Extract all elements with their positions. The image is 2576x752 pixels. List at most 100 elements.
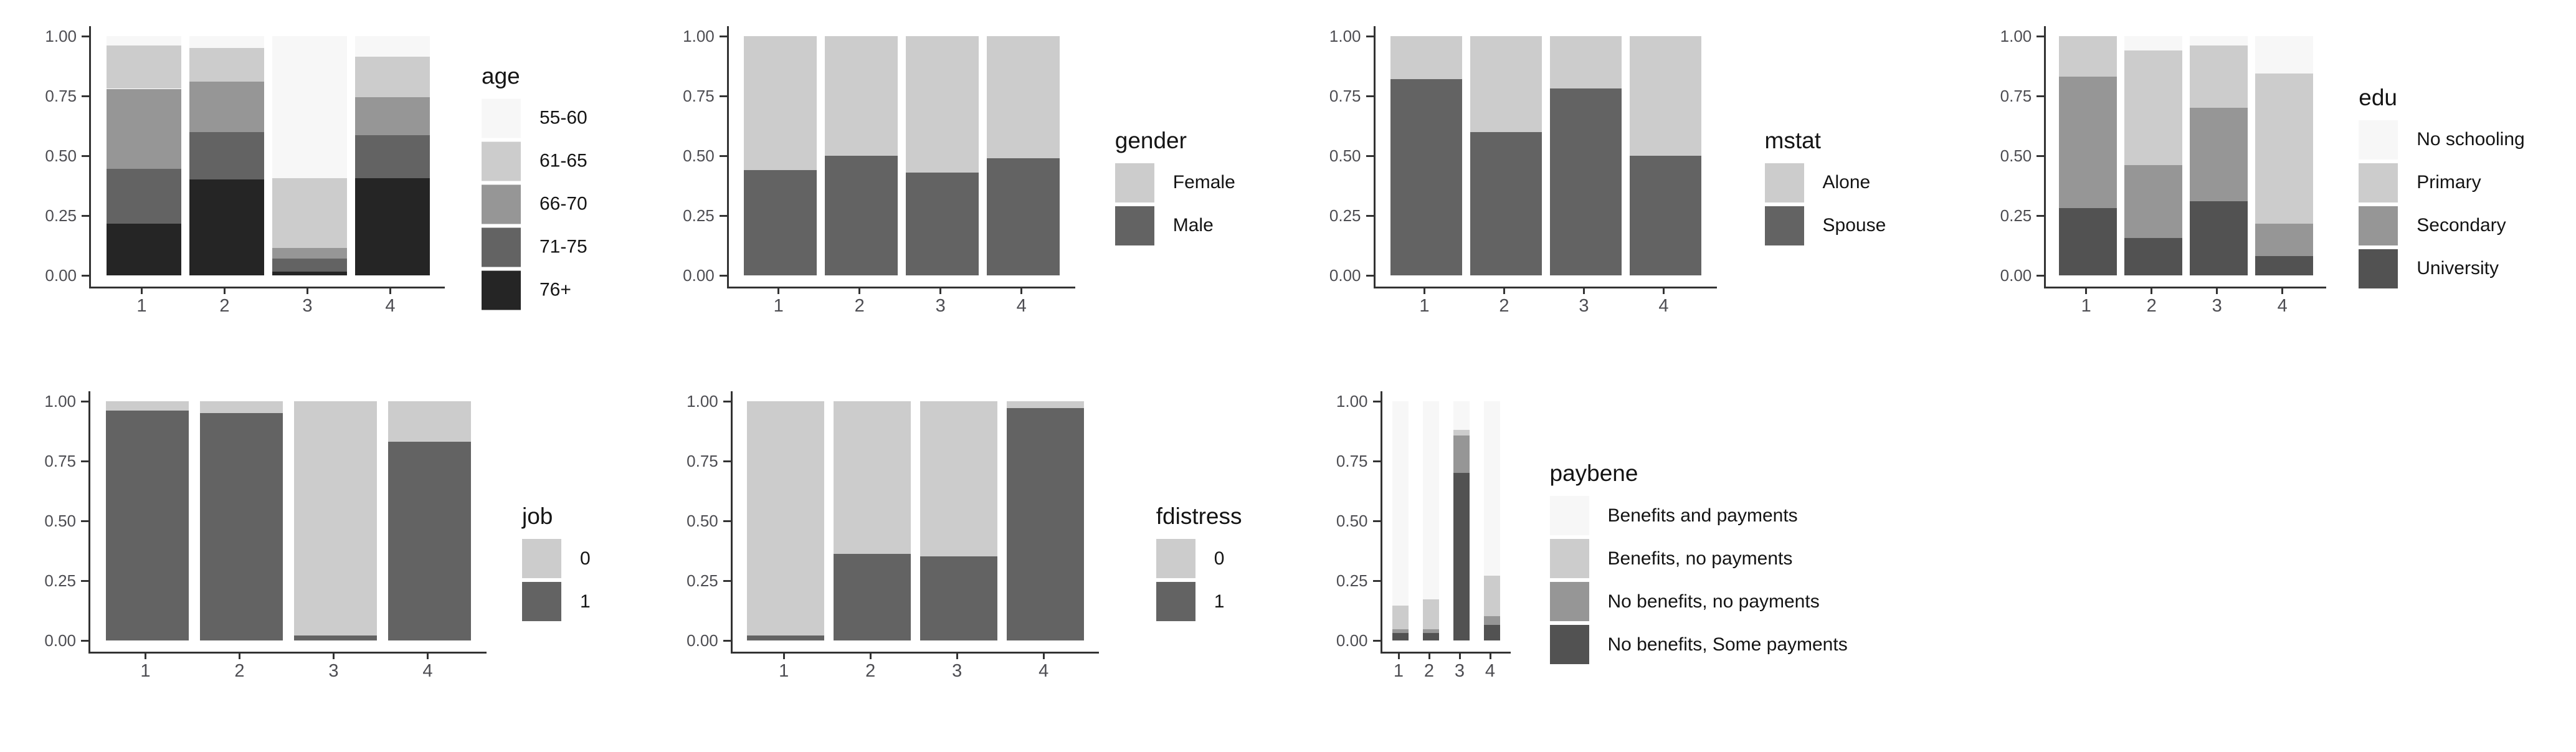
y-tick [1372, 460, 1381, 462]
plot-area-job [88, 391, 487, 654]
legend-title: age [482, 63, 520, 89]
legend-item: Female [1115, 163, 1235, 202]
segment-gender-4-female [987, 36, 1060, 158]
y-tick-label: 0.75 [1329, 87, 1361, 105]
y-tick [81, 639, 88, 642]
segment-mstat-2-spouse [1470, 131, 1542, 275]
segment-paybene-4-benefits-and-payments [1484, 401, 1500, 576]
y-tick-label: 0.50 [1336, 511, 1368, 530]
y-tick-label: 1.00 [2000, 27, 2032, 45]
x-tick [141, 287, 143, 294]
x-tick [869, 651, 872, 659]
legend-label: 1 [580, 591, 591, 612]
legend-item: 71-75 [482, 227, 587, 267]
legend-swatch-76 [482, 270, 521, 310]
y-tick-label: 0.00 [1336, 631, 1368, 650]
x-tick-label: 2 [865, 660, 876, 681]
plot-area-edu [2044, 26, 2327, 288]
segment-age-2-55-60 [189, 36, 264, 49]
segment-fdistress-3-0 [920, 401, 998, 557]
y-tick-label: 0.50 [2000, 146, 2032, 165]
x-tick-label: 1 [140, 660, 151, 681]
y-tick-label: 0.00 [45, 266, 77, 285]
y-tick [719, 215, 727, 217]
panel-gender: 1.00 0.75 0.50 0.25 0.00 1 2 3 4 gender Female Male [644, 0, 1288, 376]
segment-paybene-4-no-benefits-no-payments [1484, 616, 1500, 625]
legend-item: Alone [1764, 163, 1886, 202]
x-tick-label: 4 [385, 296, 396, 316]
y-tick [1372, 639, 1381, 642]
x-tick-label: 1 [1393, 660, 1404, 681]
legend-title: mstat [1764, 127, 1821, 153]
y-tick-label: 0.25 [2000, 206, 2032, 225]
segment-edu-3-primary [2190, 45, 2248, 108]
legend-swatch-no-benefits-no-payments [1549, 582, 1589, 622]
segment-edu-1-university [2059, 208, 2117, 275]
x-tick-label: 3 [935, 296, 946, 316]
x-tick [1583, 287, 1585, 294]
legend-label: Secondary [2417, 215, 2506, 236]
y-tick [81, 579, 88, 582]
segment-edu-4-primary [2255, 73, 2314, 224]
legend-item: University [2359, 249, 2524, 288]
y-tick-label: 0.75 [687, 451, 718, 470]
y-tick-label: 0.25 [44, 571, 76, 590]
segment-fdistress-2-1 [834, 554, 911, 640]
segment-paybene-3-benefits-no-payments [1453, 429, 1470, 436]
plot-area-gender [726, 26, 1075, 288]
legend-swatch-0 [522, 539, 561, 579]
x-tick [1020, 287, 1023, 294]
legend-label: Primary [2417, 172, 2481, 193]
legend-item: No benefits, no payments [1549, 582, 1848, 622]
segment-gender-3-female [906, 36, 979, 173]
legend-swatch-male [1115, 206, 1154, 245]
y-tick-label: 0.25 [683, 206, 715, 225]
panel-paybene: 1.00 0.75 0.50 0.25 0.00 1 2 3 4 paybene Benefits … [1288, 376, 1932, 752]
segment-age-2-66-70 [189, 81, 264, 132]
segment-edu-2-no-schooling [2124, 36, 2183, 51]
segment-gender-2-male [825, 156, 898, 275]
y-tick-label: 1.00 [687, 391, 718, 411]
y-tick-label: 0.75 [44, 451, 76, 470]
legend-title: gender [1115, 127, 1187, 153]
legend-item: 76+ [482, 270, 587, 310]
segment-gender-1-female [744, 36, 817, 171]
legend-item: Spouse [1764, 206, 1886, 245]
y-tick-label: 0.50 [683, 146, 715, 165]
legend-item: 1 [1156, 582, 1242, 622]
legend-title: edu [2359, 84, 2397, 110]
legend-label: 66-70 [539, 193, 587, 214]
x-tick-label: 3 [302, 296, 313, 316]
legend-title: job [522, 503, 553, 530]
x-tick [145, 651, 146, 659]
legend-swatch-66-70 [482, 184, 521, 224]
legend-item: Benefits, no payments [1549, 539, 1848, 579]
x-tick [1397, 651, 1400, 659]
y-tick [82, 155, 89, 157]
legend-swatch-61-65 [482, 141, 521, 181]
y-tick [82, 95, 89, 97]
legend-item: No schooling [2359, 120, 2525, 159]
segment-mstat-1-spouse [1390, 79, 1462, 275]
x-tick [2151, 287, 2153, 294]
segment-age-4-55-60 [354, 36, 430, 57]
legend-swatch-no-benefits-some-payments [1549, 625, 1589, 665]
legend-swatch-benefits-and-payments [1549, 496, 1589, 536]
segment-edu-2-secondary [2124, 165, 2183, 239]
x-tick [333, 651, 335, 659]
segment-age-3-66-70 [272, 247, 347, 259]
y-tick-label: 0.50 [45, 146, 77, 165]
legend-swatch-1 [1156, 582, 1195, 622]
x-tick [1458, 651, 1461, 659]
y-tick-label: 0.75 [2000, 87, 2032, 105]
legend-label: 55-60 [539, 107, 587, 128]
y-tick-label: 1.00 [45, 27, 77, 45]
x-tick-label: 4 [1038, 660, 1049, 681]
segment-fdistress-1-0 [747, 401, 825, 635]
panel-mstat: 1.00 0.75 0.50 0.25 0.00 1 2 3 4 mstat Alone Spouse [1288, 0, 1932, 376]
y-tick [81, 460, 88, 462]
y-tick-label: 0.25 [45, 206, 77, 225]
y-tick-label: 1.00 [1329, 27, 1361, 45]
legend-paybene: paybene Benefits and payments Benefits, no… [1549, 460, 1848, 668]
panel-job: 1.00 0.75 0.50 0.25 0.00 1 2 3 4 job 0 1 [0, 376, 644, 752]
